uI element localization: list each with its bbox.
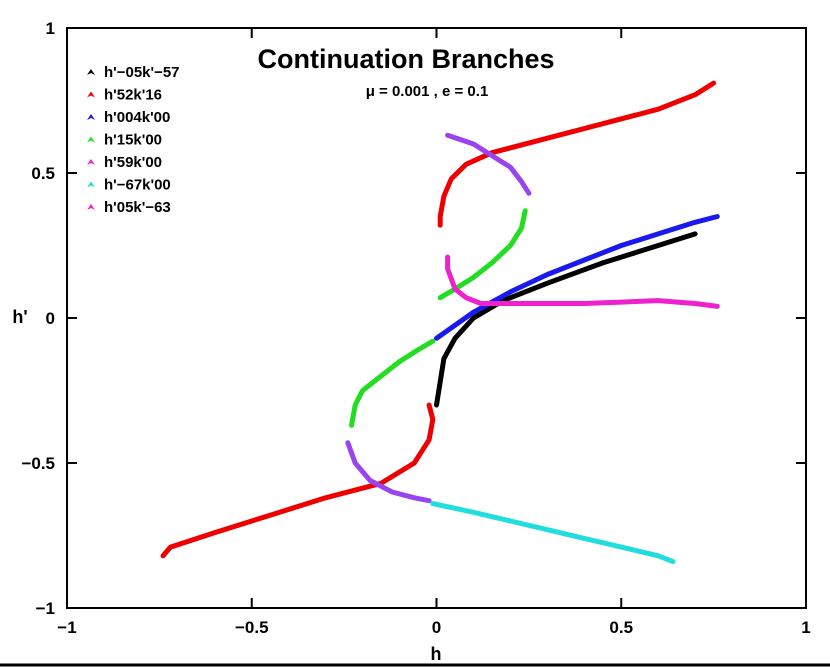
x-tick-label: −0.5 <box>235 618 269 637</box>
series-line <box>430 501 676 565</box>
legend-marker <box>87 91 95 98</box>
series-line <box>437 80 717 228</box>
y-axis-label: h' <box>12 307 27 327</box>
y-tick-label: 1 <box>46 19 55 38</box>
legend-label: h'59k'00 <box>104 154 162 171</box>
legend-label: h'004k'00 <box>104 109 170 126</box>
x-tick-label: 0.5 <box>609 618 633 637</box>
legend-label: h'52k'16 <box>104 87 162 104</box>
x-tick-label: 1 <box>801 618 810 637</box>
legend-label: h'05k'−63 <box>104 199 171 216</box>
series-line <box>434 231 698 408</box>
series-layer <box>160 80 720 565</box>
legend-marker <box>87 159 95 165</box>
series-line <box>160 402 436 559</box>
y-tick-label: 0.5 <box>31 164 55 183</box>
legend-marker <box>87 69 95 75</box>
y-tick-label: 0 <box>46 309 55 328</box>
legend-marker <box>87 136 95 143</box>
series-line <box>445 254 720 309</box>
axis-tick-labels: −1 −0.5 0 0.5 1 −1 −0.5 0 0.5 1 <box>21 19 810 637</box>
y-tick-label: −0.5 <box>21 454 55 473</box>
legend: h'−05k'−57 h'52k'16 h'004k'00 h'15k'00 h'59k… <box>87 64 180 216</box>
y-tick-label: −1 <box>36 599 55 618</box>
chart-title: Continuation Branches <box>257 44 554 74</box>
plot-frame <box>66 27 807 609</box>
legend-label: h'−05k'−57 <box>104 64 180 81</box>
x-tick-label: 0 <box>432 618 441 637</box>
x-axis-label: h <box>431 644 442 664</box>
x-tick-label: −1 <box>57 618 76 637</box>
legend-label: h'−67k'00 <box>104 177 171 194</box>
legend-marker <box>87 181 95 188</box>
axis-ticks <box>66 27 807 609</box>
legend-label: h'15k'00 <box>104 132 162 149</box>
series-line <box>445 132 532 196</box>
series-line <box>434 214 720 341</box>
legend-marker <box>87 204 95 210</box>
series-line <box>345 440 432 504</box>
chart-subtitle: μ = 0.001 , e = 0.1 <box>366 83 489 100</box>
legend-marker <box>87 114 95 120</box>
series-line <box>349 338 436 428</box>
